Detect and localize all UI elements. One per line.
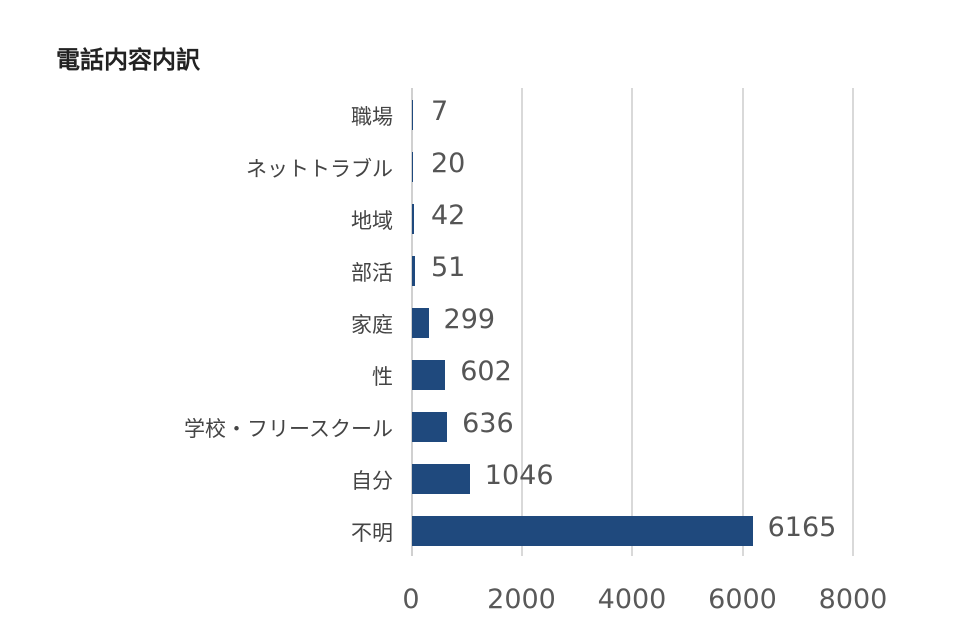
gridline — [741, 88, 744, 556]
category-label: 部活 — [351, 261, 393, 285]
bar-row: 299 — [411, 296, 853, 348]
category-label: 家庭 — [351, 313, 393, 337]
gridline — [852, 88, 854, 556]
category-label: 学校・フリースクール — [184, 417, 393, 441]
data-label: 51 — [431, 252, 466, 283]
bar — [412, 152, 414, 182]
bar — [412, 412, 448, 442]
data-label: 602 — [460, 356, 512, 387]
data-label: 636 — [462, 408, 514, 439]
bar-row: 1046 — [411, 452, 853, 504]
bar — [412, 204, 415, 234]
x-tick-label: 6000 — [708, 584, 777, 615]
bar — [412, 308, 429, 338]
bar-row: 51 — [411, 244, 853, 296]
plot-area: 7 20 42 51 299 602 636 1046 6165 — [411, 88, 854, 556]
bar-row: 20 — [411, 140, 853, 192]
x-tick-label: 2000 — [487, 584, 556, 615]
category-label: 職場 — [351, 105, 393, 129]
bar-row: 636 — [411, 400, 853, 452]
x-tick-label: 4000 — [597, 584, 667, 615]
category-label: 地域 — [351, 209, 393, 233]
bar-row: 6165 — [411, 504, 853, 556]
bar — [412, 360, 446, 390]
category-label: ネットトラブル — [246, 157, 393, 181]
data-label: 42 — [431, 200, 466, 231]
bar-row: 602 — [411, 348, 853, 400]
data-label: 1046 — [484, 460, 554, 491]
data-label: 299 — [443, 304, 496, 335]
gridline — [520, 88, 523, 556]
x-tick-label: 8000 — [818, 584, 888, 615]
bar-row: 42 — [411, 192, 853, 244]
category-label: 性 — [372, 365, 393, 389]
chart-title: 電話内容内訳 — [56, 46, 200, 74]
gridline — [631, 88, 633, 556]
bar — [412, 100, 413, 130]
bar — [412, 464, 470, 494]
data-label: 6165 — [767, 512, 837, 543]
category-label: 自分 — [351, 469, 393, 493]
bar-row: 7 — [411, 88, 853, 140]
x-tick-label: 0 — [402, 584, 420, 615]
category-label: 不明 — [351, 521, 393, 545]
data-label: 20 — [431, 148, 466, 179]
bar — [412, 256, 415, 286]
data-label: 7 — [431, 96, 449, 127]
bar — [412, 516, 753, 546]
